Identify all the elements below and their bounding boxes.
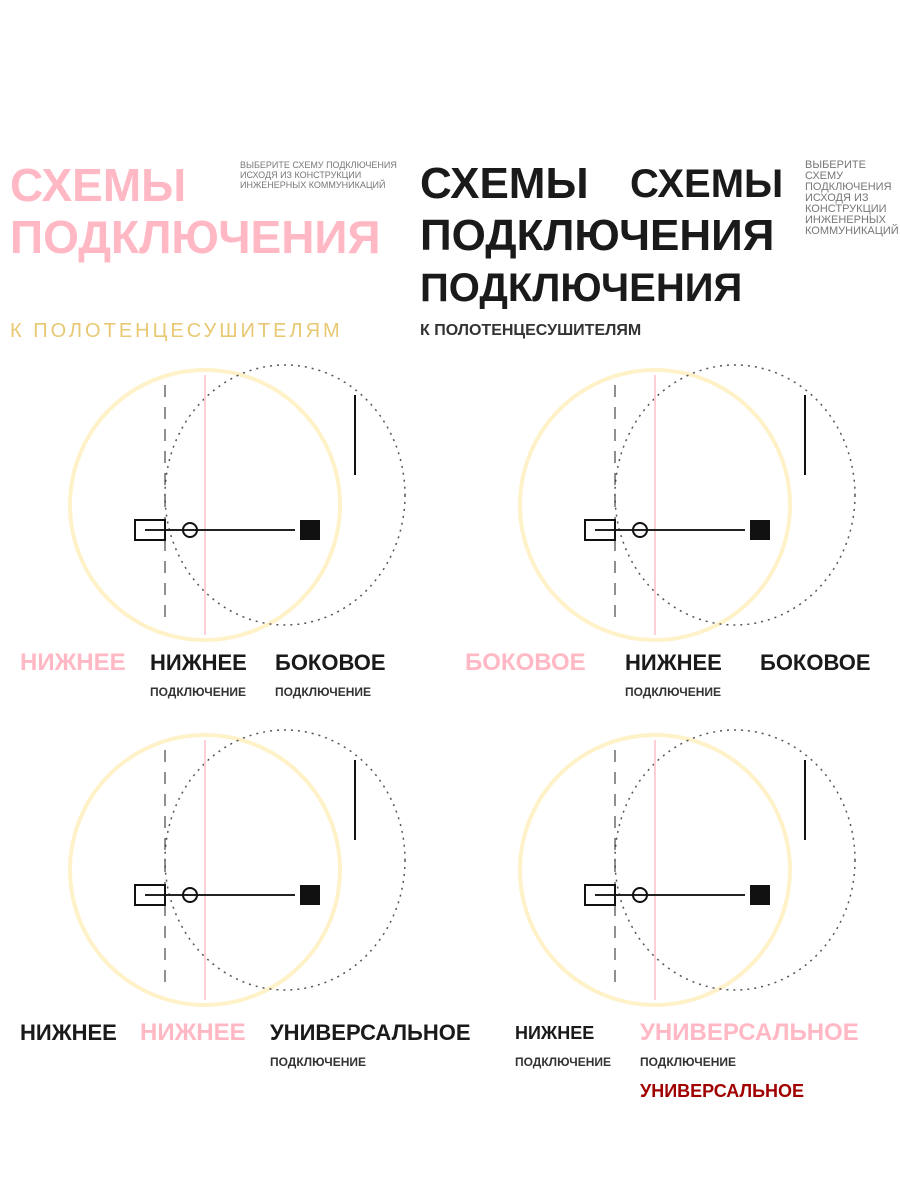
valve-fitting xyxy=(750,520,770,540)
valve-body xyxy=(134,884,166,906)
scheme-4-label: УНИВЕРСАЛЬНОЕ xyxy=(640,1019,859,1046)
scheme-circle xyxy=(518,368,792,642)
scheme-2-desc-dup: ПОДКЛЮЧЕНИЕ xyxy=(625,685,722,699)
scheme-3-label: НИЖНЕЕ xyxy=(140,1019,246,1046)
nut-icon xyxy=(632,522,648,538)
scheme-3-label-dup2: НИЖНЕЕ xyxy=(515,1023,595,1043)
scheme-2-label-dup: БОКОВОЕ xyxy=(275,650,386,675)
nut-icon xyxy=(632,887,648,903)
text-ring xyxy=(164,364,406,626)
scheme-1-label-dup: НИЖНЕЕ xyxy=(150,650,247,675)
valve-body xyxy=(584,519,616,541)
scheme-3-label-dup: НИЖНЕЕ xyxy=(20,1020,117,1045)
valve-fitting xyxy=(300,520,320,540)
intro-note: ВЫБЕРИТЕ СХЕМУ ПОДКЛЮЧЕНИЯ ИСХОДЯ ИЗ КОН… xyxy=(240,160,397,190)
scheme-3-desc: ПОДКЛЮЧЕНИЕ xyxy=(270,1055,367,1069)
scheme-4-label-dup: УНИВЕРСАЛЬНОЕ xyxy=(270,1020,471,1045)
scheme-4-label-dup2: УНИВЕРСАЛЬНОЕ xyxy=(640,1081,805,1101)
scheme-circle xyxy=(68,733,342,1007)
scheme-2-desc: ПОДКЛЮЧЕНИЕ xyxy=(275,685,372,699)
scheme-2-label-dup3: БОКОВОЕ xyxy=(760,650,871,675)
intro-note-dup: ВЫБЕРИТЕ СХЕМУ ПОДКЛЮЧЕНИЯ ИСХОДЯ ИЗ КОН… xyxy=(805,159,899,237)
subtitle-dup: К ПОЛОТЕНЦЕСУШИТЕЛЯМ xyxy=(420,322,642,339)
text-ring xyxy=(614,364,856,626)
scheme-1-desc: ПОДКЛЮЧЕНИЕ xyxy=(150,685,247,699)
scheme-4-desc: ПОДКЛЮЧЕНИЕ xyxy=(640,1055,737,1069)
text-ring xyxy=(164,729,406,991)
title-line1-dup: СХЕМЫ xyxy=(420,159,589,208)
valve-fitting xyxy=(300,885,320,905)
nut-icon xyxy=(182,887,198,903)
scheme-circle xyxy=(68,368,342,642)
title-line2: ПОДКЛЮЧЕНИЯ xyxy=(10,211,381,263)
scheme-3-desc-dup: ПОДКЛЮЧЕНИЕ xyxy=(515,1055,612,1069)
text-ring xyxy=(614,729,856,991)
scheme-2-label: БОКОВОЕ xyxy=(465,649,586,676)
title-line1-dup2: СХЕМЫ xyxy=(630,162,784,206)
title-line2-dup2: ПОДКЛЮЧЕНИЯ xyxy=(420,266,743,310)
valve-body xyxy=(134,519,166,541)
scheme-2-label-dup2: НИЖНЕЕ xyxy=(625,650,722,675)
valve-body xyxy=(584,884,616,906)
nut-icon xyxy=(182,522,198,538)
scheme-1-label: НИЖНЕЕ xyxy=(20,649,126,676)
title-line2-dup: ПОДКЛЮЧЕНИЯ xyxy=(420,211,775,260)
valve-fitting xyxy=(750,885,770,905)
title-line1: СХЕМЫ xyxy=(10,159,187,211)
scheme-circle xyxy=(518,733,792,1007)
subtitle: К ПОЛОТЕНЦЕСУШИТЕЛЯМ xyxy=(10,320,343,342)
